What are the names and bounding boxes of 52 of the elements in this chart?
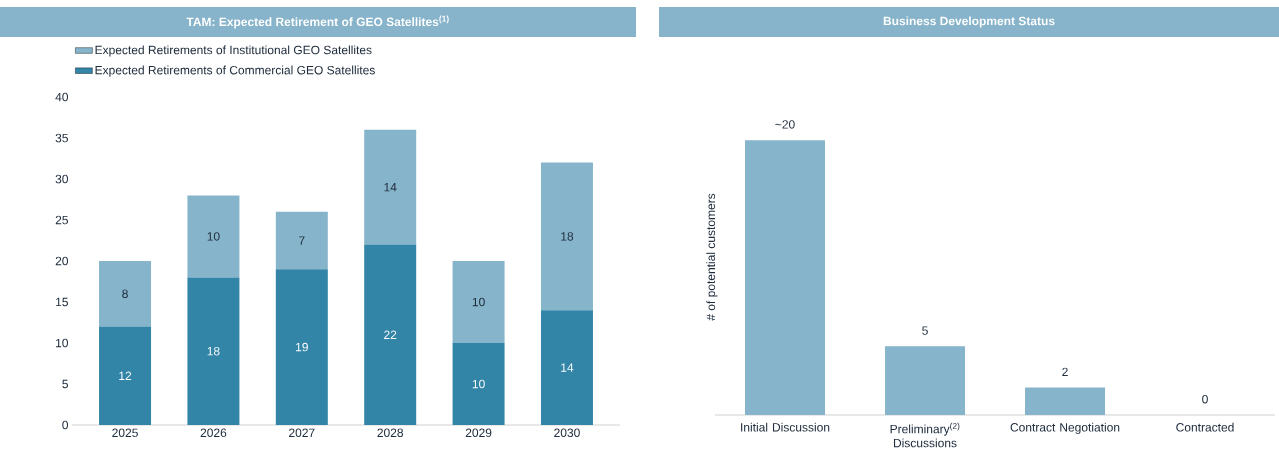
bar bbox=[275, 269, 328, 425]
y-axis-title: # of potential customers bbox=[706, 193, 718, 321]
data-label: 2 bbox=[1062, 367, 1068, 376]
data-label: 14 bbox=[561, 363, 574, 372]
x-tick-label: 2026 bbox=[200, 428, 227, 438]
chart-title: TAM: Expected Retirement of GEO Satellites$^{(1)}$ bbox=[186, 15, 449, 29]
bar bbox=[99, 326, 152, 425]
y-tick-label: 25 bbox=[55, 215, 68, 225]
y-tick-label: 20 bbox=[55, 256, 69, 266]
bar bbox=[364, 244, 417, 425]
bar bbox=[540, 162, 593, 311]
bar bbox=[187, 195, 240, 278]
bar bbox=[364, 129, 417, 245]
x-tick-label: 2027 bbox=[289, 428, 315, 438]
data-label: 18 bbox=[561, 232, 574, 241]
y-tick-label: 5 bbox=[62, 379, 68, 389]
data-label: 14 bbox=[384, 183, 397, 192]
bar bbox=[187, 277, 240, 425]
data-label: ~20 bbox=[775, 120, 795, 129]
y-tick-label: 40 bbox=[55, 92, 69, 102]
x-tick-label: Preliminary$^{(2)}$ Discussions bbox=[890, 422, 960, 448]
bar bbox=[99, 261, 152, 327]
data-label: 8 bbox=[122, 289, 128, 299]
bar bbox=[452, 261, 505, 343]
y-tick-label: 10 bbox=[56, 338, 69, 348]
data-label: 7 bbox=[299, 236, 305, 245]
data-label: 10 bbox=[472, 379, 485, 389]
bar bbox=[540, 310, 593, 425]
data-label: 0 bbox=[1202, 394, 1208, 404]
x-tick-label: Contracted bbox=[1176, 422, 1234, 432]
data-label: 10 bbox=[207, 232, 220, 241]
y-tick-label: 15 bbox=[56, 297, 68, 307]
x-tick-label: 2025 bbox=[112, 428, 138, 438]
y-tick-label: 35 bbox=[55, 133, 68, 143]
data-label: 18 bbox=[207, 346, 220, 356]
data-label: 19 bbox=[296, 342, 308, 352]
bar bbox=[452, 343, 505, 425]
data-label: 12 bbox=[119, 371, 132, 380]
data-label: 5 bbox=[922, 326, 928, 335]
y-tick-label: 30 bbox=[55, 174, 69, 184]
chart-title: Business Development Status bbox=[883, 16, 1055, 28]
x-tick-label: 2029 bbox=[465, 428, 492, 438]
data-label: 10 bbox=[472, 297, 485, 307]
y-tick-label: 0 bbox=[62, 420, 69, 430]
bar bbox=[275, 211, 328, 270]
legend-label: Expected Retirements of Institutional GEO Satellites bbox=[95, 45, 372, 57]
data-label: 22 bbox=[384, 330, 397, 339]
legend-label: Expected Retirements of Commercial GEO Satellites bbox=[95, 65, 375, 77]
x-tick-label: 2030 bbox=[554, 428, 580, 438]
x-tick-label: 2028 bbox=[377, 428, 404, 438]
x-tick-label: Contract Negotiation bbox=[1010, 422, 1120, 434]
x-tick-label: Initial Discussion bbox=[741, 422, 830, 432]
